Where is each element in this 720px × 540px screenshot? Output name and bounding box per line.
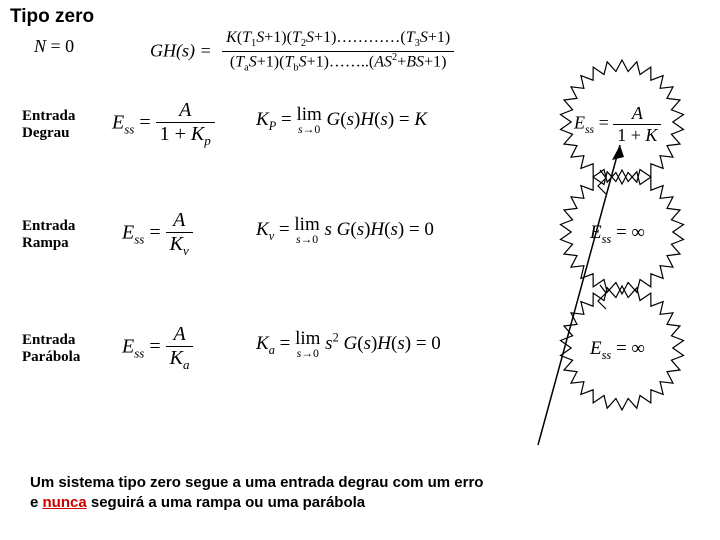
n-equals-zero: N = 0 [34, 36, 74, 57]
label-parabola: EntradaParábola [22, 332, 80, 365]
kp-def: KP = lims→0 G(s)H(s) = K [256, 106, 427, 135]
ess-degrau: Ess = A 1 + Kp [112, 100, 215, 148]
transfer-function: GH(s) = K(T1S+1)(T2S+1)…………(T3S+1) (TaS+… [150, 30, 454, 75]
label-degrau: EntradaDegrau [22, 108, 75, 141]
pointer-line [538, 145, 620, 445]
zig-connector-1 [598, 170, 606, 194]
ess-parabola: Ess = A Ka [122, 324, 193, 372]
result-degrau: Ess = A 1 + K [574, 104, 661, 145]
footer-line1: Um sistema tipo zero segue a uma entrada… [30, 474, 483, 491]
pointer-arrowhead [612, 145, 624, 160]
footer-nunca: nunca [43, 494, 87, 511]
result-parabola: Ess = ∞ [590, 338, 645, 363]
ess-rampa: Ess = A Kv [122, 210, 193, 258]
label-rampa: EntradaRampa [22, 218, 75, 251]
footer-line2-post: seguirá a uma rampa ou uma parábola [87, 494, 365, 511]
kv-def: Kv = lims→0 s G(s)H(s) = 0 [256, 216, 434, 245]
ka-def: Ka = lims→0 s2 G(s)H(s) = 0 [256, 330, 441, 359]
footer-line2-pre: e [30, 494, 43, 511]
result-rampa: Ess = ∞ [590, 222, 645, 247]
gh-lhs: GH(s) = [150, 40, 212, 60]
zig-connector-2 [598, 285, 606, 309]
footer-text: Um sistema tipo zero segue a uma entrada… [30, 473, 630, 512]
slide-title: Tipo zero [10, 6, 94, 28]
